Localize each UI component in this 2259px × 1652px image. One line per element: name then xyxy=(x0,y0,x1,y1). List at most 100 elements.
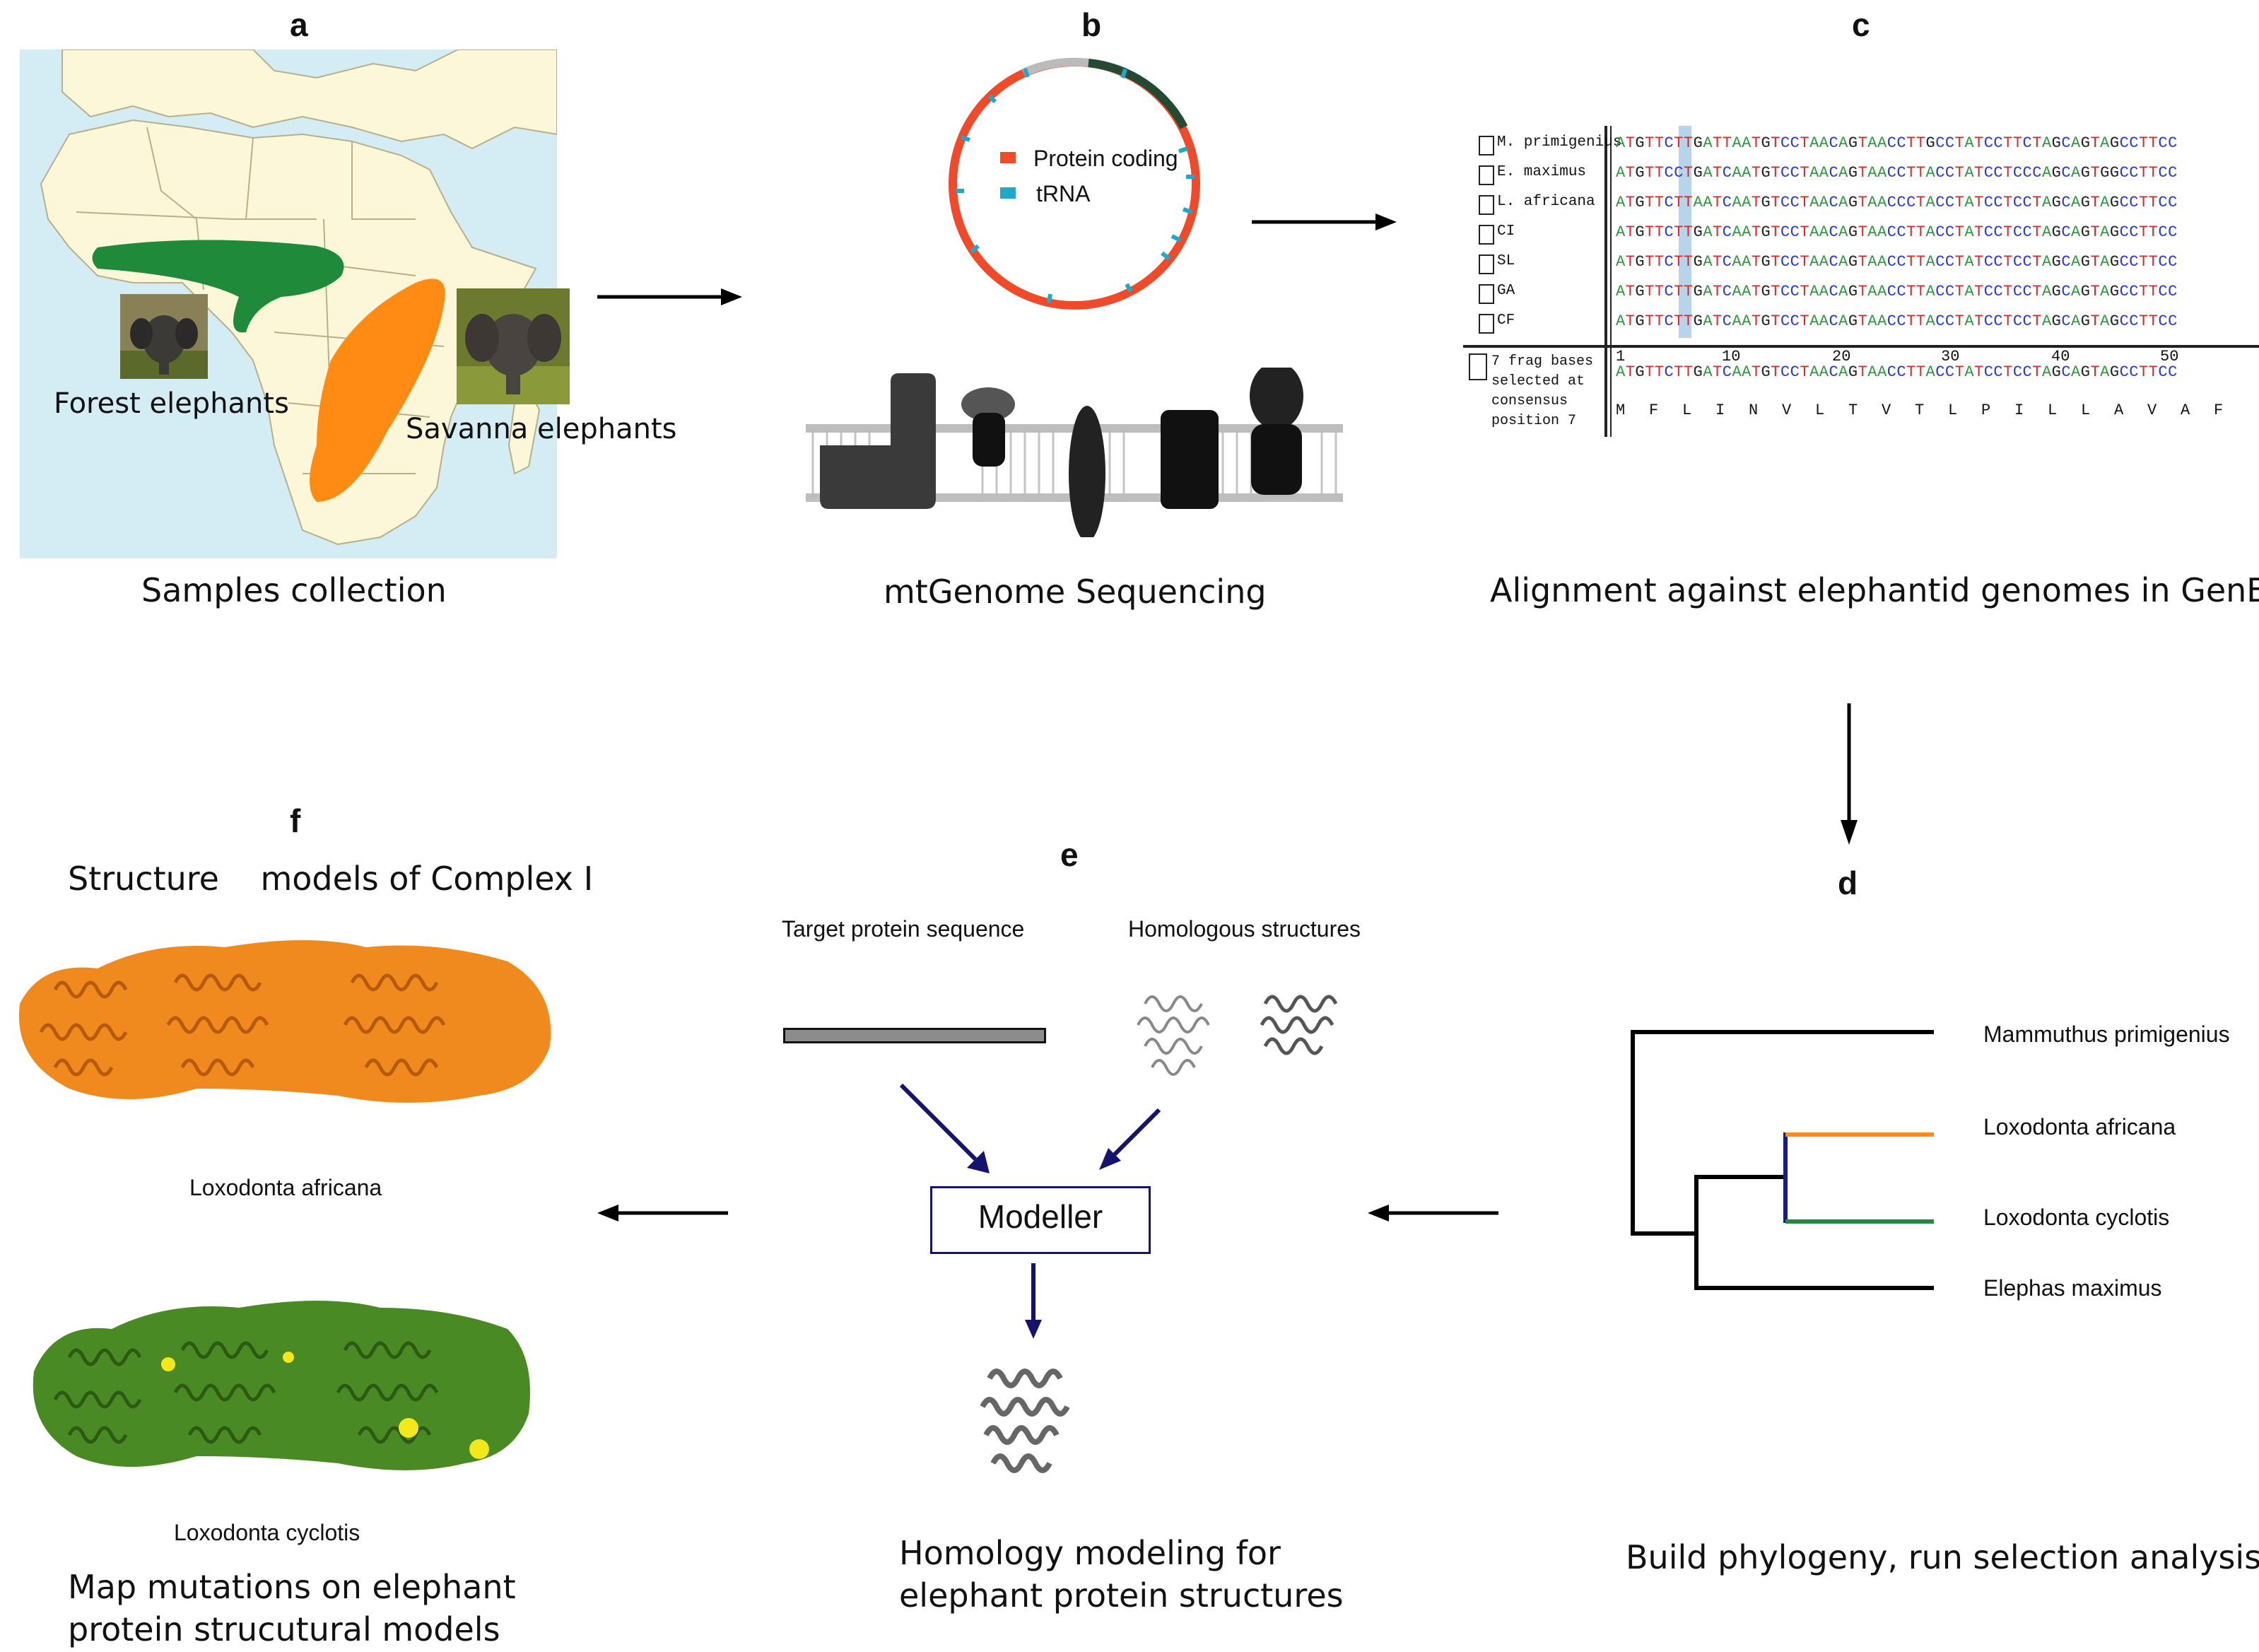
membrane-diagram xyxy=(806,368,1343,537)
sequence-name: M. primigenius xyxy=(1497,134,1622,151)
complex-i-model-cyclotis xyxy=(33,1301,530,1470)
panel-b-caption: mtGenome Sequencing xyxy=(884,573,1267,611)
panel-f-title: Structure models of Complex I xyxy=(68,860,594,898)
sequence-name: SL xyxy=(1497,253,1515,269)
sequence-row: ATGTTCTTGATTAATGTCCTAACAGTAACCTTGCCTATCC… xyxy=(1616,134,2178,152)
amino-acid: L xyxy=(1815,402,1825,419)
complex-ii xyxy=(973,413,1005,467)
taxon-loxodonta-cyclotis: Loxodonta cyclotis xyxy=(1983,1205,2170,1230)
amino-acid: V xyxy=(2147,402,2157,419)
ruler-tick: 20 xyxy=(1832,348,1851,365)
sequence-icon xyxy=(1479,195,1494,215)
amino-acid: L xyxy=(2048,402,2058,419)
arrow-b-to-c xyxy=(1252,213,1397,230)
complex-i-model-africana xyxy=(18,940,551,1103)
amino-acid: T xyxy=(1915,402,1925,419)
sequence-row: ATGTTCCTGATCAATGTCCTAACAGTAACCTTACCTATCC… xyxy=(1616,164,2178,182)
forest-range xyxy=(92,240,344,333)
mt-genome-circle xyxy=(949,57,1200,310)
sequence-name: CI xyxy=(1497,223,1515,240)
sequence-name: L. africana xyxy=(1497,194,1595,210)
sequence-icon xyxy=(1479,225,1494,245)
sequence-row: ATGTTCTTGATCAATGTCCTAACAGTAACCTTACCTATCC… xyxy=(1616,283,2178,300)
panel-b-letter: b xyxy=(1081,6,1102,43)
label-loxodonta-cyclotis: Loxodonta cyclotis xyxy=(174,1520,360,1545)
label-loxodonta-africana: Loxodonta africana xyxy=(189,1175,382,1200)
arrow-modeller-down xyxy=(1025,1263,1042,1339)
sequence-row: ATGTTCTTGATCAATGTCCTAACAGTAACCTTACCTATCC… xyxy=(1616,223,2178,241)
legend-trna-swatch xyxy=(1000,187,1016,199)
panel-c-letter: c xyxy=(1852,6,1870,43)
atp-synthase xyxy=(1251,424,1302,495)
panel-d-caption: Build phylogeny, run selection analysis xyxy=(1626,1538,2259,1576)
sequence-name: E. maximus xyxy=(1497,164,1587,180)
phylogeny-tree xyxy=(1631,1030,1934,1290)
sequence-icon xyxy=(1479,136,1494,156)
panel-e-caption-line2: elephant protein structures xyxy=(899,1576,1344,1615)
target-sequence-label: Target protein sequence xyxy=(782,916,1025,942)
trna-marks xyxy=(956,68,1195,303)
sequence-row: ATGTTCTTGATCAATGTCCTAACAGTAACCTTACCTATCC… xyxy=(1616,253,2178,271)
panel-f-caption-line2: protein strucutural models xyxy=(68,1610,500,1648)
amino-acid: L xyxy=(1948,402,1958,419)
amino-acid: L xyxy=(2081,402,2091,419)
ruler-tick: 40 xyxy=(2051,348,2070,365)
panel-a-caption: Samples collection xyxy=(141,571,447,609)
sequence-row: ATGTTCTTGATCAATGTCCTAACAGTAACCTTACCTATCC… xyxy=(1616,312,2178,330)
panel-a-letter: a xyxy=(290,6,308,43)
amino-acid: I xyxy=(1715,402,1725,419)
homologous-structure-1 xyxy=(1137,995,1210,1076)
amino-acid: T xyxy=(1848,402,1858,419)
consensus-note: 7 frag bases selected at consensus posit… xyxy=(1491,353,1594,429)
sequence-row: ATGTTCTTAATCAATGTCCTAACAGTAACCCTACCTATCC… xyxy=(1616,194,2178,211)
target-sequence-bar xyxy=(783,1028,1046,1043)
forest-elephant-photo xyxy=(120,294,208,379)
africa-land xyxy=(40,119,537,546)
arrow-a-to-b xyxy=(597,288,742,305)
complex-i xyxy=(820,373,936,509)
modeller-box xyxy=(930,1186,1151,1254)
taxon-loxodonta-africana: Loxodonta africana xyxy=(1983,1114,2176,1140)
homologous-structures-label: Homologous structures xyxy=(1128,916,1361,942)
arrow-d-to-e xyxy=(1368,1205,1498,1222)
panel-f-letter: f xyxy=(290,802,301,839)
panel-f-caption-line1: Map mutations on elephant xyxy=(68,1568,516,1606)
sequence-icon xyxy=(1479,165,1494,185)
helices-africana xyxy=(39,973,446,1077)
sequence-icon xyxy=(1479,314,1494,334)
modeller-label: Modeller xyxy=(978,1198,1103,1235)
amino-acid: A xyxy=(2181,402,2190,419)
amino-acid: L xyxy=(1682,402,1692,419)
arrow-e-to-f xyxy=(597,1205,728,1222)
amino-acid: F xyxy=(2214,402,2224,419)
consensus-column-highlight xyxy=(1679,126,1691,338)
complex-iii xyxy=(1069,406,1105,537)
panel-e-letter: e xyxy=(1060,836,1079,873)
ruler-tick: 50 xyxy=(2160,348,2179,365)
arrows-into-modeller xyxy=(899,1083,1161,1173)
amino-acid: V xyxy=(1882,402,1891,419)
savanna-elephants-label: Savanna elephants xyxy=(406,413,677,445)
savanna-range xyxy=(310,279,445,502)
legend-protein-coding-swatch xyxy=(1000,152,1016,163)
sequence-icon xyxy=(1479,254,1494,274)
amino-acid: A xyxy=(2114,402,2124,419)
forest-elephants-label: Forest elephants xyxy=(54,387,289,420)
mutation-sites xyxy=(161,1352,489,1459)
europe-land xyxy=(61,49,557,150)
homologous-structure-2 xyxy=(1260,995,1338,1055)
panel-c-caption: Alignment against elephantid genomes in … xyxy=(1490,571,2259,609)
savanna-elephant-photo xyxy=(457,288,570,404)
panel-d-letter: d xyxy=(1838,865,1858,901)
amino-acid: P xyxy=(1981,402,1991,419)
amino-acid: I xyxy=(2014,402,2024,419)
complex-iv xyxy=(1161,410,1219,509)
legend-trna-label: tRNA xyxy=(1036,181,1091,206)
consensus-icon xyxy=(1469,353,1487,380)
amino-acid: V xyxy=(1782,402,1792,419)
ruler: 1 10 20 30 40 50 xyxy=(1616,348,2259,365)
amino-acid: N xyxy=(1749,402,1759,419)
sequence-name: GA xyxy=(1497,283,1515,299)
sequence-name: CF xyxy=(1497,312,1515,329)
taxon-mammuthus: Mammuthus primigenius xyxy=(1983,1021,2230,1047)
